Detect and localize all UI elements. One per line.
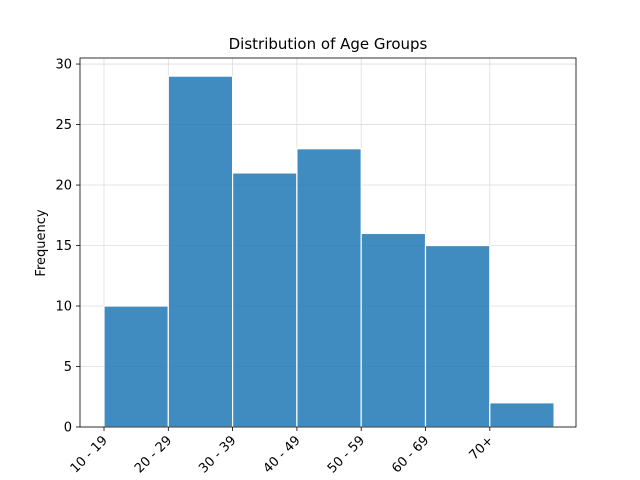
histogram-bar [103,305,169,428]
plot-area-frame [79,57,577,428]
histogram-bar [360,232,427,428]
y-axis-ticks: 0 5 10 15 20 25 30 [55,58,80,436]
y-tick-label: 15 [55,239,72,254]
y-axis-label: Frequency [34,209,49,276]
bars-layer [103,75,555,428]
y-tick-label: 0 [64,421,72,436]
y-tick-label: 10 [55,300,72,315]
y-tick-label: 5 [64,360,72,375]
histogram-bar [424,244,491,428]
chart-title: Distribution of Age Groups [229,35,428,53]
histogram-bar [167,75,234,428]
y-tick-label: 25 [55,118,72,133]
y-tick-label: 20 [55,179,72,194]
histogram-bar [232,172,298,428]
histogram-bar [489,402,555,428]
y-tick-label: 30 [55,58,72,73]
histogram-bar [296,148,362,428]
